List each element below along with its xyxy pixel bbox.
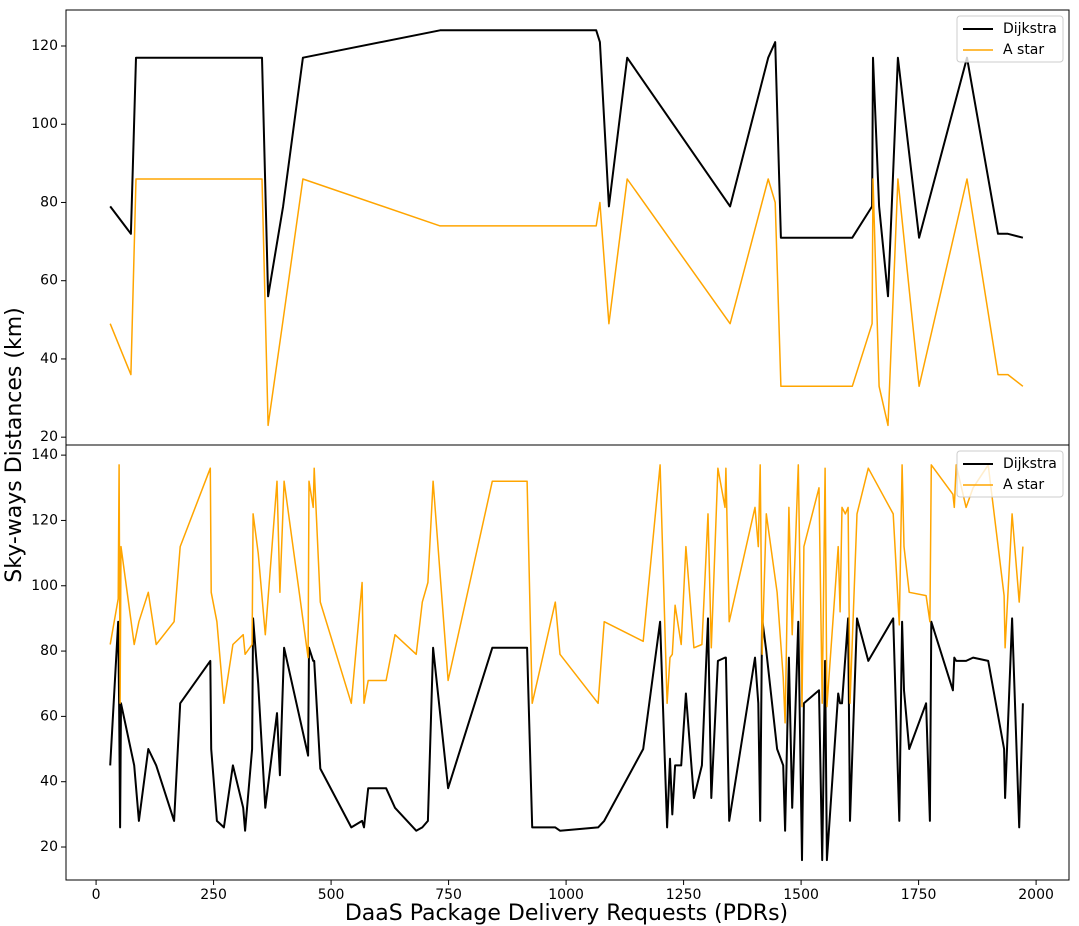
legend-label: Dijkstra: [1003, 456, 1057, 472]
x-tick-label: 1250: [666, 887, 702, 903]
y-axis-label: Sky-ways Distances (km): [2, 307, 27, 582]
y-tick-label: 140: [31, 447, 58, 463]
y-tick-label: 80: [40, 194, 58, 210]
x-tick-label: 2000: [1018, 887, 1054, 903]
y-tick-label: 20: [40, 839, 58, 855]
x-tick-label: 250: [200, 887, 227, 903]
y-tick-label: 100: [31, 116, 58, 132]
x-tick-label: 750: [435, 887, 462, 903]
x-tick-label: 1500: [783, 887, 819, 903]
y-tick-label: 20: [40, 429, 58, 445]
y-tick-label: 60: [40, 273, 58, 289]
series-line: [109, 29, 1024, 298]
series-line: [109, 178, 1024, 427]
legend-label: A star: [1003, 42, 1044, 58]
y-tick-label: 100: [31, 578, 58, 594]
y-tick-label: 40: [40, 351, 58, 367]
x-tick-label: 500: [318, 887, 345, 903]
x-tick-label: 1000: [548, 887, 584, 903]
axes-frame: [65, 444, 1070, 881]
y-tick-label: 40: [40, 774, 58, 790]
y-tick-label: 120: [31, 38, 58, 54]
legend-label: Dijkstra: [1003, 21, 1057, 37]
x-tick-label: 1750: [901, 887, 937, 903]
y-tick-label: 120: [31, 512, 58, 528]
x-axis-label: DaaS Package Delivery Requests (PDRs): [345, 901, 788, 926]
series-line: [109, 617, 1024, 862]
y-tick-label: 60: [40, 708, 58, 724]
y-tick-label: 80: [40, 643, 58, 659]
x-tick-label: 0: [92, 887, 101, 903]
legend-label: A star: [1003, 477, 1044, 493]
series-line: [109, 464, 1024, 724]
